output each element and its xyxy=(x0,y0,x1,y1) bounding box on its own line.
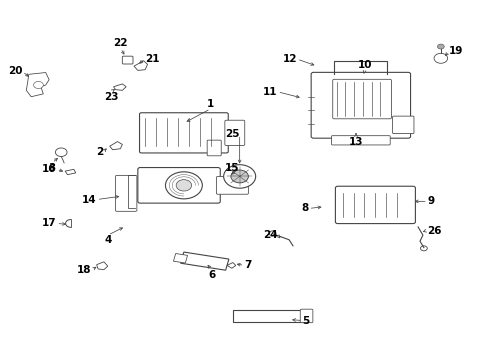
Text: 13: 13 xyxy=(348,136,363,147)
Polygon shape xyxy=(226,262,235,268)
Circle shape xyxy=(269,231,275,236)
Polygon shape xyxy=(232,310,302,322)
Circle shape xyxy=(230,170,248,183)
Circle shape xyxy=(165,172,202,199)
Text: 26: 26 xyxy=(426,225,440,235)
Text: 11: 11 xyxy=(263,87,277,97)
FancyBboxPatch shape xyxy=(115,175,137,211)
Text: 18: 18 xyxy=(77,265,92,275)
Text: 2: 2 xyxy=(96,147,102,157)
Text: 8: 8 xyxy=(301,203,308,213)
Text: 3: 3 xyxy=(48,163,56,173)
Polygon shape xyxy=(180,252,228,270)
Polygon shape xyxy=(97,262,107,270)
Text: 21: 21 xyxy=(145,54,159,64)
FancyBboxPatch shape xyxy=(139,113,228,153)
FancyBboxPatch shape xyxy=(300,309,312,323)
FancyBboxPatch shape xyxy=(310,72,410,138)
Text: 1: 1 xyxy=(206,99,214,109)
Circle shape xyxy=(437,44,443,49)
Text: 7: 7 xyxy=(244,260,251,270)
Text: 5: 5 xyxy=(302,316,309,325)
Polygon shape xyxy=(109,141,122,150)
Polygon shape xyxy=(134,61,147,71)
Text: 4: 4 xyxy=(104,235,111,245)
Text: 22: 22 xyxy=(113,39,128,48)
Polygon shape xyxy=(65,169,76,175)
Circle shape xyxy=(420,246,427,251)
FancyBboxPatch shape xyxy=(335,186,414,224)
Text: 23: 23 xyxy=(104,92,118,102)
FancyBboxPatch shape xyxy=(122,56,133,64)
FancyBboxPatch shape xyxy=(207,140,221,156)
Circle shape xyxy=(433,53,447,63)
Text: 14: 14 xyxy=(82,194,97,204)
Text: 6: 6 xyxy=(207,270,215,280)
FancyBboxPatch shape xyxy=(392,116,413,134)
FancyBboxPatch shape xyxy=(224,120,244,145)
Text: 25: 25 xyxy=(224,130,239,139)
Text: 20: 20 xyxy=(8,67,22,76)
Text: 19: 19 xyxy=(448,46,463,56)
Circle shape xyxy=(34,81,43,89)
Polygon shape xyxy=(173,253,187,263)
Text: 15: 15 xyxy=(224,163,239,172)
Text: 12: 12 xyxy=(282,54,296,64)
Polygon shape xyxy=(113,84,126,90)
Text: 10: 10 xyxy=(357,60,371,70)
Text: 9: 9 xyxy=(427,196,434,206)
Polygon shape xyxy=(26,72,49,97)
FancyBboxPatch shape xyxy=(216,176,248,194)
Circle shape xyxy=(55,148,67,157)
Text: 17: 17 xyxy=(41,219,56,228)
FancyBboxPatch shape xyxy=(138,167,220,203)
Circle shape xyxy=(176,180,191,191)
Text: 16: 16 xyxy=(42,164,56,174)
Circle shape xyxy=(223,165,255,188)
FancyBboxPatch shape xyxy=(331,136,389,145)
Text: 24: 24 xyxy=(263,230,277,240)
